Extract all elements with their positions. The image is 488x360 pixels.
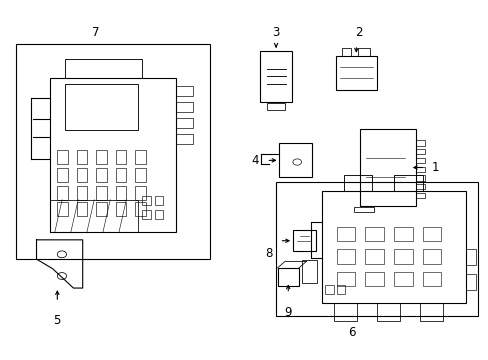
Bar [50, 78, 176, 232]
Bar [393, 249, 412, 264]
Bar [176, 134, 193, 144]
Bar [415, 149, 424, 154]
Bar [16, 44, 210, 258]
Bar [135, 186, 145, 200]
Bar [422, 272, 441, 286]
Text: 6: 6 [347, 326, 354, 339]
Bar [57, 150, 68, 164]
Bar [64, 59, 142, 78]
Bar [365, 227, 383, 241]
Bar [415, 193, 424, 198]
Text: 1: 1 [431, 161, 438, 174]
Bar [142, 196, 151, 205]
Text: 9: 9 [284, 306, 291, 319]
Text: 7: 7 [92, 26, 100, 39]
Bar [333, 303, 356, 321]
Bar [415, 167, 424, 172]
Bar [64, 84, 137, 130]
Bar [176, 86, 193, 96]
Bar [77, 202, 87, 216]
Bar [341, 48, 350, 56]
Bar [154, 210, 163, 219]
Bar [359, 129, 415, 206]
Bar [365, 272, 383, 286]
Bar [50, 200, 137, 232]
Bar [422, 227, 441, 241]
Bar [267, 103, 285, 109]
Bar [415, 158, 424, 163]
Text: 4: 4 [251, 154, 259, 167]
Text: 3: 3 [272, 26, 279, 39]
Bar [135, 202, 145, 216]
Bar [135, 168, 145, 182]
Text: 5: 5 [54, 314, 61, 327]
Bar [336, 249, 355, 264]
Bar [279, 143, 311, 177]
Bar [419, 303, 442, 321]
Bar [116, 186, 126, 200]
Bar [96, 150, 107, 164]
Bar [335, 56, 376, 90]
Bar [336, 227, 355, 241]
Bar [77, 150, 87, 164]
Bar [336, 285, 345, 294]
Bar [277, 268, 298, 287]
Bar [116, 168, 126, 182]
Bar [57, 168, 68, 182]
Bar [276, 182, 477, 316]
Bar [415, 140, 424, 145]
Bar [302, 261, 316, 283]
Bar [376, 303, 399, 321]
Bar [415, 184, 424, 189]
Bar [116, 202, 126, 216]
Bar [325, 285, 333, 294]
Bar [465, 274, 475, 290]
Bar [57, 186, 68, 200]
Bar [96, 168, 107, 182]
Bar [96, 186, 107, 200]
Bar [96, 202, 107, 216]
Bar [77, 168, 87, 182]
Bar [393, 175, 422, 191]
Bar [116, 150, 126, 164]
Bar [422, 249, 441, 264]
Bar [336, 272, 355, 286]
Text: 8: 8 [265, 247, 272, 260]
Bar [393, 227, 412, 241]
Bar [465, 249, 475, 265]
Bar [176, 118, 193, 128]
Bar [77, 186, 87, 200]
Bar [292, 230, 315, 251]
Bar [353, 207, 373, 212]
Bar [322, 191, 465, 303]
Bar [154, 196, 163, 205]
Bar [393, 272, 412, 286]
Text: 2: 2 [354, 26, 362, 39]
Bar [142, 210, 151, 219]
Bar [358, 48, 369, 56]
Bar [260, 50, 291, 102]
Bar [415, 175, 424, 181]
Bar [57, 202, 68, 216]
Bar [343, 175, 372, 191]
Bar [365, 249, 383, 264]
Bar [176, 102, 193, 112]
Bar [135, 150, 145, 164]
